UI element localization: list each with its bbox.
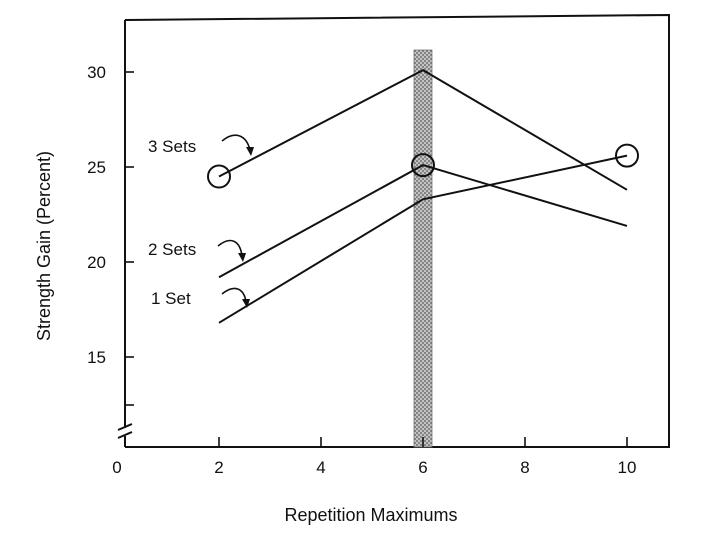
axis-break-mark-2 <box>117 431 133 439</box>
y-tick-label: 20 <box>87 253 106 272</box>
x-axis-ticks: 0 2 4 6 8 10 <box>112 437 636 477</box>
arrowhead-3-sets <box>246 147 254 156</box>
x-tick-label: 4 <box>316 458 325 477</box>
x-tick-label: 6 <box>418 458 427 477</box>
circled-point-1-set <box>615 143 639 168</box>
highlight-band-6rm <box>413 49 433 448</box>
plot-frame <box>124 13 670 448</box>
series-label-1-set: 1 Set <box>151 289 191 308</box>
axis-break-mark-1 <box>117 423 133 431</box>
callout-arrow-3-sets <box>221 134 251 151</box>
callout-arrow-1-set <box>221 287 247 303</box>
series-line-2-sets <box>218 164 628 279</box>
x-tick-label: 2 <box>214 458 223 477</box>
circled-point-3-sets <box>207 164 231 189</box>
series-label-2-sets: 2 Sets <box>148 240 196 259</box>
x-tick-label: 8 <box>520 458 529 477</box>
x-axis-title: Repetition Maximums <box>284 505 457 525</box>
x-tick-label: 0 <box>112 458 121 477</box>
y-axis-ticks: 15 20 25 30 <box>87 63 134 406</box>
y-tick-label: 25 <box>87 158 106 177</box>
x-tick-label: 10 <box>618 458 637 477</box>
y-tick-label: 15 <box>87 348 106 367</box>
series-label-3-sets: 3 Sets <box>148 137 196 156</box>
series-line-3-sets <box>218 68 628 191</box>
series-line-1-set <box>218 154 628 324</box>
circled-point-2-sets <box>411 153 435 178</box>
arrowhead-2-sets <box>238 253 246 262</box>
y-axis-title: Strength Gain (Percent) <box>34 151 54 341</box>
arrowhead-1-set <box>242 299 250 308</box>
y-tick-label: 30 <box>87 63 106 82</box>
callout-arrow-2-sets <box>217 239 243 257</box>
